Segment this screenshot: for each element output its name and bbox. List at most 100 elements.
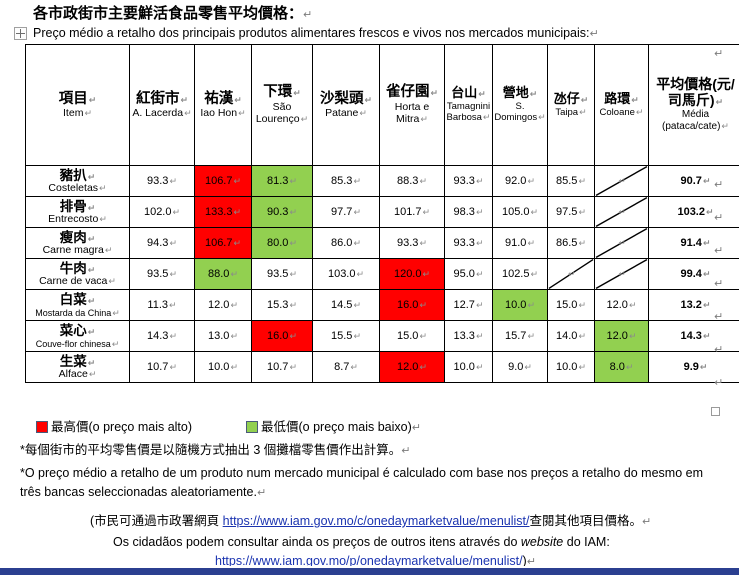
legend-swatch-lowest [246, 421, 259, 433]
pilcrow-icon: ↵ [578, 331, 586, 341]
cell-price: 10.7↵ [251, 351, 313, 383]
pilcrow-icon: ↵ [422, 269, 431, 279]
row-item-cn: 排骨↵ [59, 198, 96, 214]
pilcrow-icon: ↵ [628, 331, 637, 341]
pilcrow-icon: ↵ [715, 97, 724, 107]
col-header-sao-lourenco: 下環↵ São Lourenço↵ [251, 44, 313, 166]
diagonal-strike-icon [595, 228, 648, 258]
cell-price: 88.0↵ [194, 258, 252, 290]
row-item-pt: Carne de vaca↵ [39, 274, 116, 287]
row-item-pt: Costeletas↵ [48, 181, 107, 194]
col-header-pt: Iao Hon↵ [200, 106, 246, 119]
cell-price: 97.7↵ [312, 196, 380, 228]
cell-price: 120.0↵ [379, 258, 445, 290]
cell-price: 86.5↵ [547, 227, 595, 259]
cell-empty-diagonal: ↵ [594, 258, 649, 290]
cell-price: 15.0↵ [379, 320, 445, 352]
note-website-pt: Os cidadãos podem consultar ainda os pre… [113, 533, 610, 552]
pilcrow-icon: ↵ [530, 269, 539, 279]
col-header-pt: Horta e Mitra↵ [394, 100, 430, 126]
cell-average: 13.2↵ [648, 289, 739, 321]
pilcrow-icon: ↵ [625, 362, 634, 372]
col-header-tamagnini-barbosa: 台山↵ Tamagnini Barbosa↵ [444, 44, 493, 166]
pilcrow-icon: ↵ [289, 176, 297, 186]
note-website-url-pt: https://www.iam.gov.mo/p/onedaymarketval… [215, 552, 536, 571]
cell-price: 16.0↵ [379, 289, 445, 321]
cell-price: 103.0↵ [312, 258, 380, 290]
note-website-pt-italic: website [520, 535, 564, 549]
cell-price: 90.3↵ [251, 196, 313, 228]
pilcrow-icon: ↵ [169, 269, 177, 279]
pilcrow-icon: ↵ [618, 176, 626, 186]
cell-average: 9.9↵ [648, 351, 739, 383]
diagonal-strike-icon [548, 259, 594, 289]
col-header-cn: 平均價格(元/司馬斤)↵ [656, 76, 735, 108]
cell-price: 93.3↵ [444, 165, 493, 197]
iam-website-link-cn[interactable]: https://www.iam.gov.mo/c/onedaymarketval… [222, 514, 530, 528]
cell-average: 90.7↵ [648, 165, 739, 197]
col-header-pt: Patane↵ [325, 106, 367, 119]
cell-price: 94.3↵ [129, 227, 195, 259]
table-row: 白菜↵ Mostarda da China↵ 11.3↵ 12.0↵ 15.3↵ 14.5… [25, 289, 739, 321]
cell-price: 12.7↵ [444, 289, 493, 321]
cell-price: 98.3↵ [444, 196, 493, 228]
col-header-cn: 項目↵ [58, 90, 97, 107]
col-header-cn: 路環↵ [604, 91, 639, 107]
pilcrow-icon: ↵ [88, 94, 97, 105]
pilcrow-icon: ↵ [87, 357, 96, 368]
note-sampling-pt-text: *O preço médio a retalho de um produto n… [20, 466, 703, 500]
cell-empty-diagonal: ↵ [547, 258, 595, 290]
row-item-label: 牛肉↵ Carne de vaca↵ [25, 258, 130, 290]
table-move-handle[interactable] [14, 27, 27, 40]
cell-price: 10.0↵ [547, 351, 595, 383]
pilcrow-icon: ↵ [527, 238, 535, 248]
pilcrow-icon: ↵ [230, 269, 238, 279]
pilcrow-icon: ↵ [526, 556, 536, 568]
table-header-row: 項目↵ Item↵ 紅街市↵ A. Lacerda↵ 祐漢↵ Iao Hon↵ … [25, 44, 739, 166]
cell-price: 93.3↵ [444, 227, 493, 259]
cell-price: 15.7↵ [492, 320, 548, 352]
col-header-iao-hon: 祐漢↵ Iao Hon↵ [194, 44, 252, 166]
legend-label-lowest: 最低價(o preço mais baixo) [261, 420, 412, 434]
pilcrow-icon: ↵ [353, 176, 361, 186]
pilcrow-icon: ↵ [289, 207, 297, 217]
pilcrow-icon: ↵ [714, 48, 724, 60]
cell-price: 15.3↵ [251, 289, 313, 321]
pilcrow-icon: ↵ [702, 269, 711, 279]
row-item-pt: Couve-flor chinesa↵ [35, 338, 120, 349]
pilcrow-icon: ↵ [618, 269, 626, 279]
note-sampling-cn-text: *每個街市的平均零售價是以隨機方式抽出 3 個攤檔零售價作出計算。 [20, 443, 402, 457]
col-header-cn: 雀仔園↵ [385, 84, 439, 101]
pilcrow-icon: ↵ [579, 106, 587, 117]
cell-average: 14.3↵ [648, 320, 739, 352]
pilcrow-icon: ↵ [628, 300, 637, 310]
pilcrow-icon: ↵ [289, 300, 297, 310]
cell-price: 106.7↵ [194, 165, 252, 197]
table-body: 豬扒↵ Costeletas↵ 93.3↵ 106.7↵ 81.3↵ 85.3↵ 88.3↵… [25, 165, 739, 383]
pilcrow-icon: ↵ [631, 95, 639, 106]
col-header-item: 項目↵ Item↵ [25, 44, 130, 166]
table-row: 生菜↵ Alface↵ 10.7↵ 10.0↵ 10.7↵ 8.7↵ 12.0↵ 10.0↵ 9… [25, 351, 739, 383]
pilcrow-icon: ↵ [419, 238, 427, 248]
pilcrow-icon: ↵ [475, 300, 484, 310]
cell-empty-diagonal: ↵ [594, 227, 649, 259]
pilcrow-icon: ↵ [578, 238, 586, 248]
cell-price: 88.3↵ [379, 165, 445, 197]
cell-price: 10.7↵ [129, 351, 195, 383]
legend-label-highest: 最高價(o preço mais alto) [51, 420, 193, 434]
pilcrow-icon: ↵ [567, 269, 576, 279]
pilcrow-icon: ↵ [88, 368, 97, 379]
pilcrow-icon: ↵ [293, 88, 301, 99]
table-resize-handle[interactable] [711, 407, 720, 416]
pilcrow-icon: ↵ [180, 94, 189, 105]
cell-average: 91.4↵ [648, 227, 739, 259]
iam-website-link-pt[interactable]: https://www.iam.gov.mo/p/onedaymarketval… [215, 554, 523, 568]
pilcrow-icon: ↵ [475, 238, 484, 248]
price-table: 項目↵ Item↵ 紅街市↵ A. Lacerda↵ 祐漢↵ Iao Hon↵ … [25, 44, 739, 383]
col-header-cn: 下環↵ [263, 84, 301, 101]
pilcrow-icon: ↵ [578, 300, 586, 310]
diagonal-strike-icon [595, 197, 648, 227]
col-header-cn: 祐漢↵ [204, 90, 242, 107]
diagonal-strike-icon [595, 259, 648, 289]
